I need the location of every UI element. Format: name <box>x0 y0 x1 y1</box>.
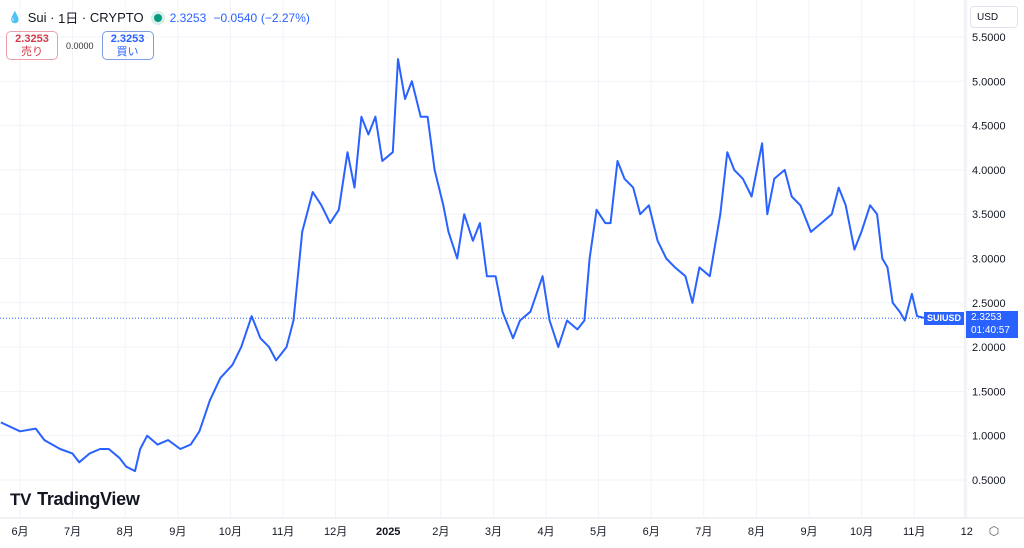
x-tick-label: 11月 <box>903 526 925 538</box>
price-line-series <box>0 58 927 473</box>
tv-logo-icon: TV <box>10 489 32 509</box>
sell-button[interactable]: 2.3253 売り <box>6 31 58 60</box>
symbol-name[interactable]: Sui <box>27 10 47 25</box>
exchange: CRYPTO <box>89 10 144 25</box>
y-tick-label: 4.0000 <box>972 165 1006 177</box>
y-tick-label: 5.5000 <box>972 32 1006 44</box>
sui-logo-icon: 💧 <box>8 12 22 24</box>
buy-price: 2.3253 <box>110 33 145 45</box>
x-tick-label: 9月 <box>169 526 186 538</box>
x-tick-label: 7月 <box>695 526 712 538</box>
spread: 0.0000 <box>66 40 94 51</box>
x-tick-label: 3月 <box>485 526 502 538</box>
x-tick-label: 2025 <box>376 526 400 538</box>
currency-select[interactable]: USD <box>970 6 1018 28</box>
y-tick-label: 5.0000 <box>972 76 1006 88</box>
logo-text: TradingView <box>37 489 140 509</box>
x-tick-label: 10月 <box>219 526 242 538</box>
y-tick-label: 1.5000 <box>972 386 1006 398</box>
y-tick-label: 0.5000 <box>972 475 1006 487</box>
y-tick-label: 2.5000 <box>972 298 1006 310</box>
y-tick-label: 2.0000 <box>972 342 1006 354</box>
x-tick-label: 8月 <box>117 526 134 538</box>
y-tick-label: 3.5000 <box>972 209 1006 221</box>
x-tick-label: 7月 <box>64 526 81 538</box>
y-tick-label: 4.5000 <box>972 121 1006 133</box>
market-open-icon <box>153 13 162 22</box>
x-tick-label: 9月 <box>800 526 817 538</box>
x-tick-label: 12月 <box>324 526 347 538</box>
x-tick-label: 8月 <box>748 526 765 538</box>
x-tick-label: 10月 <box>850 526 873 538</box>
price-tag-value: 2.3253 <box>971 312 1002 323</box>
last-price-tag: 2.3253 01:40:57 <box>966 311 1018 338</box>
x-tick-label: 11月 <box>272 526 294 538</box>
buy-label: 買い <box>116 46 139 58</box>
sell-price: 2.3253 <box>15 33 49 45</box>
x-tick-label: 2月 <box>432 526 449 538</box>
x-tick-label: 12 <box>961 526 973 538</box>
symbol-price-tag: SUIUSD <box>924 312 965 325</box>
tradingview-logo[interactable]: TV TradingView <box>10 489 140 510</box>
settings-icon[interactable]: ⬡ <box>988 524 1000 538</box>
x-tick-label: 6月 <box>11 526 28 538</box>
bar-countdown: 01:40:57 <box>971 325 1010 336</box>
price-change: −0.0540 <box>213 10 258 25</box>
y-tick-label: 1.0000 <box>972 431 1006 443</box>
interval[interactable]: 1日 <box>58 11 79 26</box>
sell-label: 売り <box>21 46 43 58</box>
x-tick-label: 4月 <box>537 526 554 538</box>
buy-button[interactable]: 2.3253 買い <box>101 31 154 60</box>
x-tick-label: 5月 <box>590 526 607 538</box>
last-price: 2.3253 <box>169 10 207 25</box>
y-tick-label: 3.0000 <box>972 254 1006 266</box>
symbol-header: 💧 Sui · 1日 · CRYPTO 2.3253 −0.0540 (−2.2… <box>8 10 310 26</box>
price-change-pct: (−2.27%) <box>260 10 310 25</box>
x-tick-label: 6月 <box>643 526 660 538</box>
